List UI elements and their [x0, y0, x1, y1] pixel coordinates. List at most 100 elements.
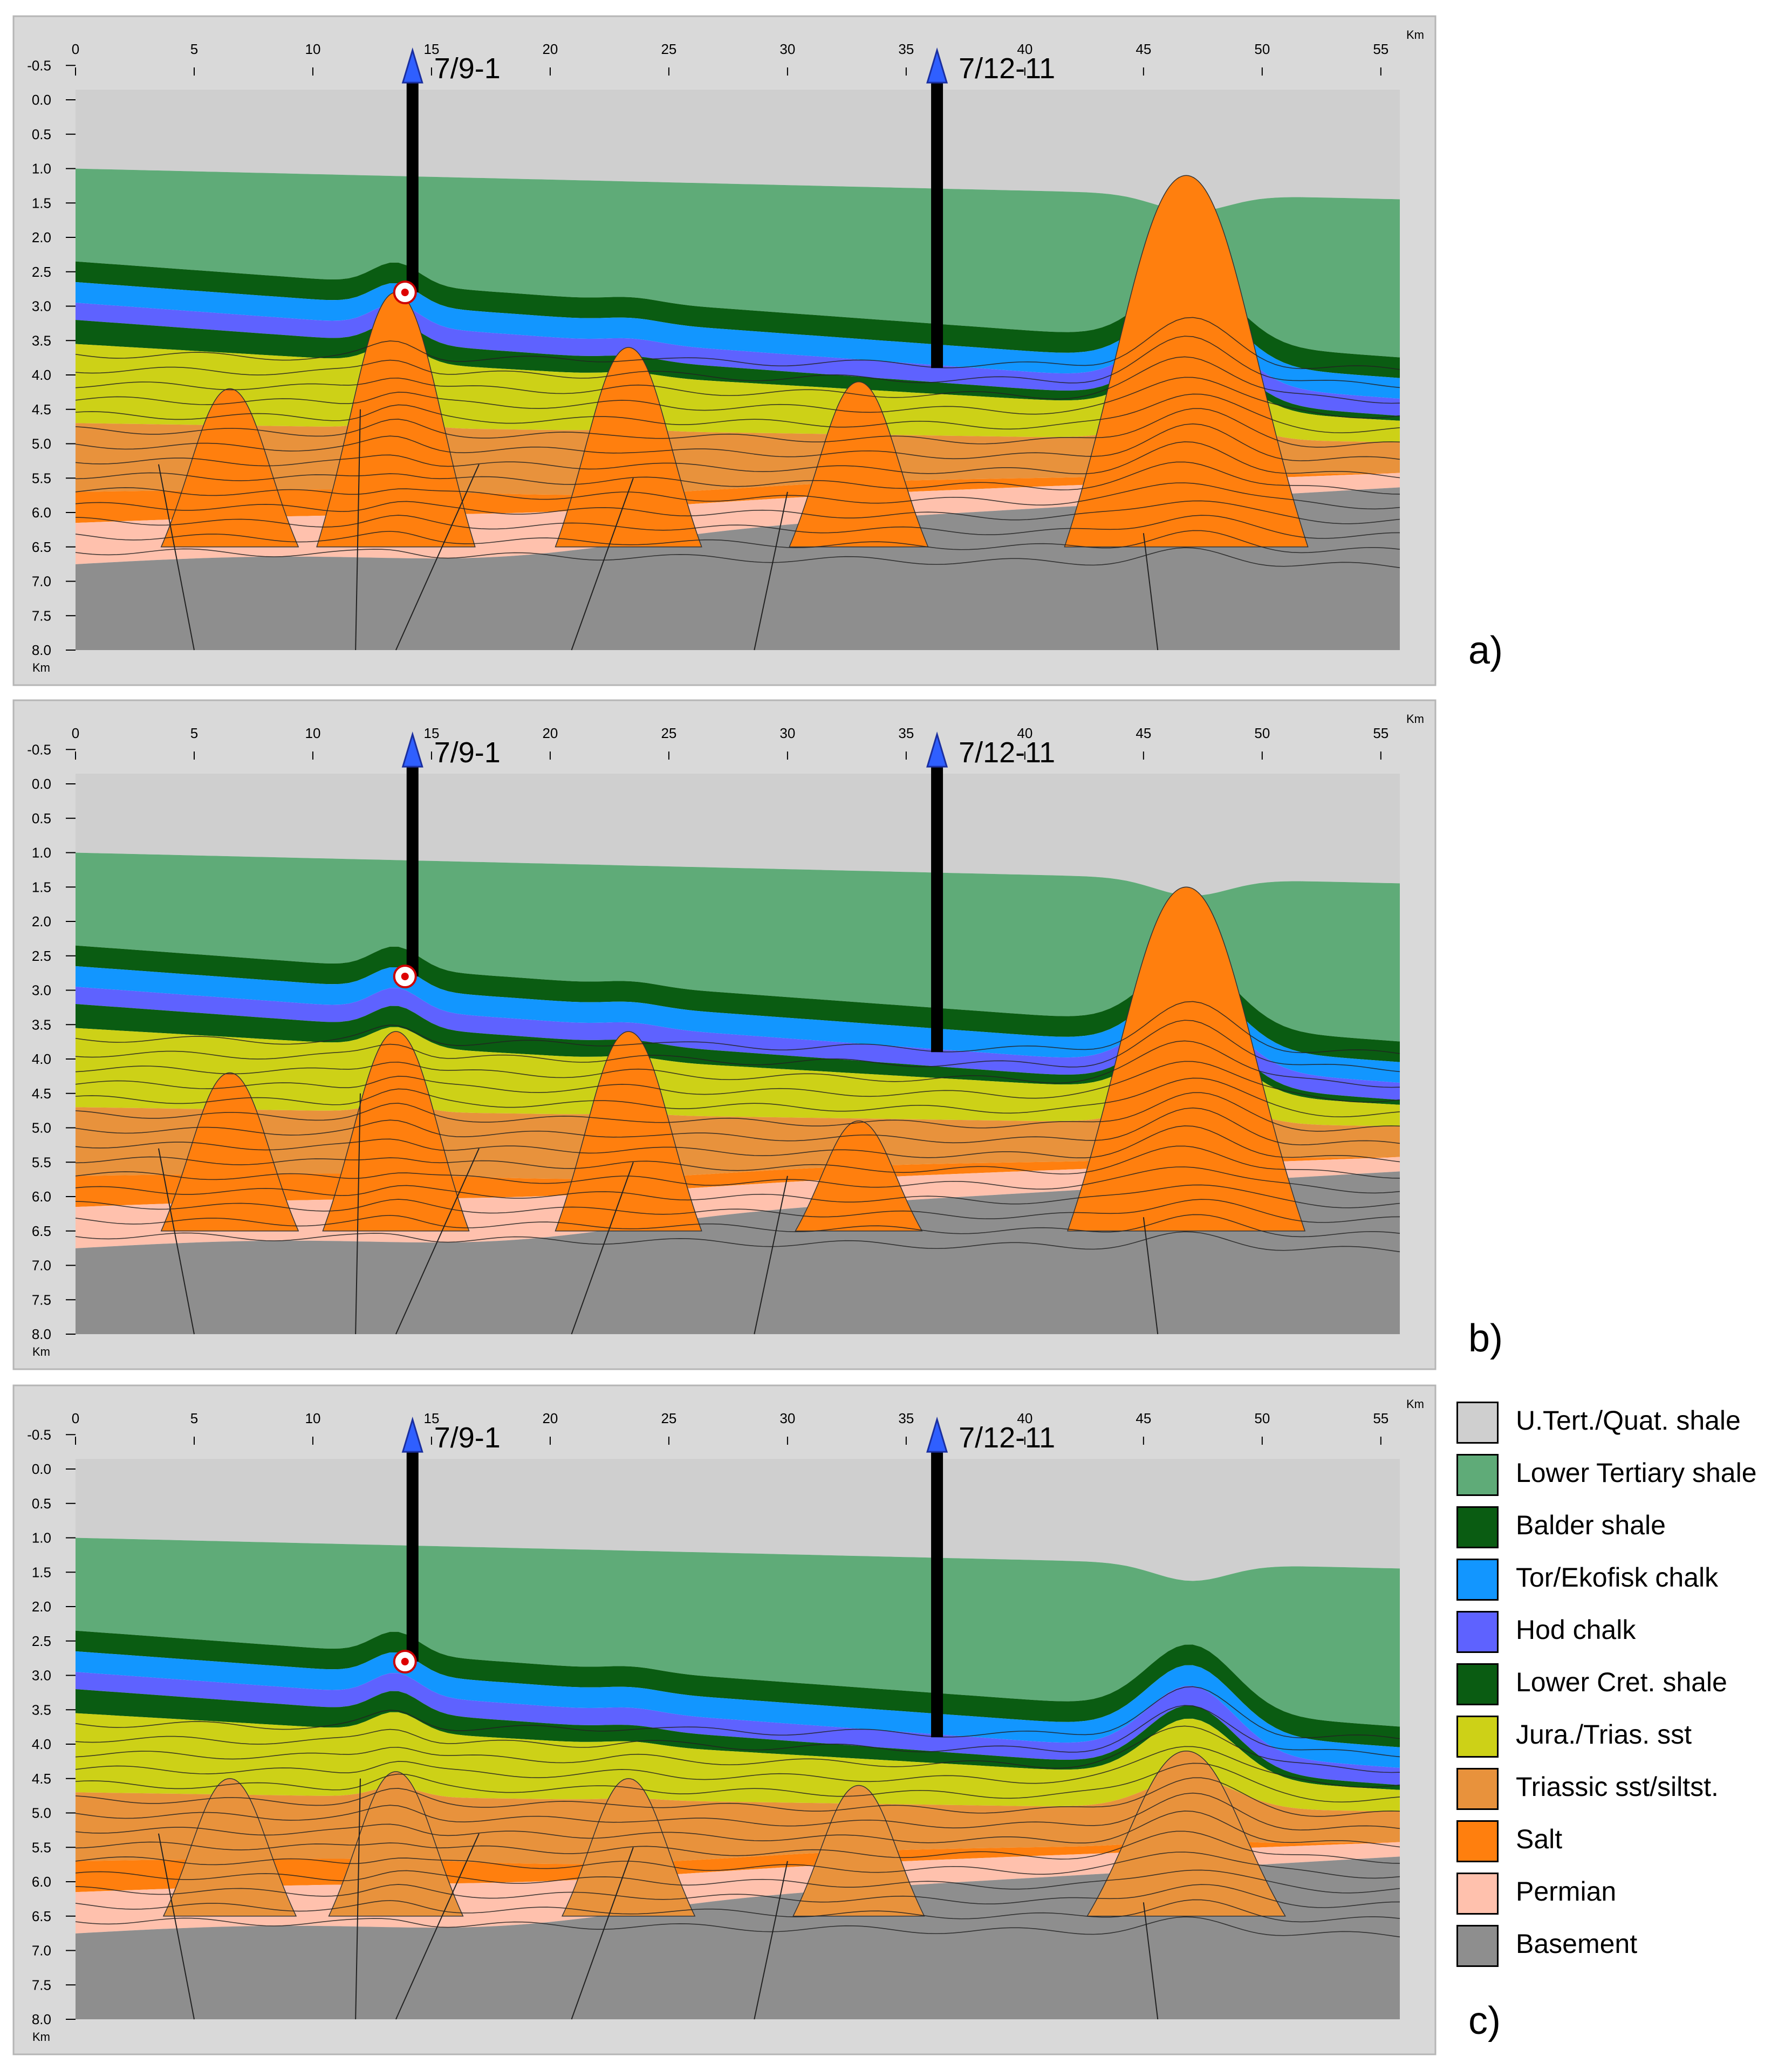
horizon-line — [75, 356, 1400, 404]
fault-line — [355, 1778, 361, 2020]
horizon-line — [75, 461, 1400, 495]
x-tick-label: 10 — [305, 1410, 321, 1426]
x-tick-label: 45 — [1136, 725, 1151, 741]
fault-line — [571, 1847, 634, 2020]
horizon-line — [75, 1869, 1400, 1894]
horizon-line — [75, 1107, 1400, 1145]
y-tick-label: 4.5 — [32, 1085, 51, 1102]
legend-label: Permian — [1516, 1876, 1617, 1907]
fault-line — [395, 464, 480, 651]
x-tick-label: 5 — [190, 725, 198, 741]
horizon-line — [75, 1077, 1400, 1118]
horizon-line — [75, 530, 1400, 554]
well-label: 7/9-1 — [434, 736, 501, 769]
fault-line — [158, 1833, 195, 2020]
panel-label-c: c) — [1468, 1999, 1501, 2042]
fault-line — [571, 477, 634, 651]
legend-swatch — [1456, 1768, 1499, 1810]
salt-diapir — [1064, 175, 1309, 548]
y-tick-label: -0.5 — [27, 57, 51, 73]
layer-basement — [76, 487, 1400, 650]
x-tick-label: 0 — [72, 725, 79, 741]
legend-item: Lower Cret. shale — [1456, 1659, 1792, 1711]
well-bore — [931, 83, 943, 368]
fault-line — [1143, 1902, 1159, 2020]
legend-item: Permian — [1456, 1868, 1792, 1921]
legend-swatch — [1456, 1402, 1499, 1444]
layer-hod — [76, 1672, 1400, 1785]
derrick-icon — [926, 47, 948, 84]
y-tick-label: 3.5 — [32, 332, 51, 349]
diapir-remnant — [1086, 1750, 1286, 1917]
y-tick-label: 0.0 — [32, 776, 51, 792]
y-tick-label: 5.5 — [32, 1839, 51, 1855]
legend-label: Jura./Trias. sst — [1516, 1719, 1692, 1750]
x-tick-label: 55 — [1373, 725, 1389, 741]
x-tick-label: 10 — [305, 725, 321, 741]
y-tick-label: 0.5 — [32, 126, 51, 142]
y-tick-label: 5.0 — [32, 1805, 51, 1821]
x-tick-label: 40 — [1017, 41, 1032, 57]
discovery-marker-dot — [401, 1658, 409, 1665]
horizon-line — [75, 1762, 1400, 1803]
layer-tor-ekofisk — [76, 282, 1400, 399]
legend-item: Hod chalk — [1456, 1607, 1792, 1659]
y-tick-label: 8.0 — [32, 642, 51, 658]
y-tick-label: 7.0 — [32, 573, 51, 590]
horizon-line — [75, 1746, 1400, 1788]
cross-section-panel: 0 5 10 15 20 25 30 35 40 45 50 55 Km -0.5 0.0 0.5 1.0 1.5… — [12, 1384, 1437, 2055]
y-tick-label: 8.0 — [32, 1326, 51, 1342]
salt-diapir — [555, 347, 702, 548]
horizon-line — [75, 1061, 1400, 1103]
y-tick-label: 2.5 — [32, 264, 51, 280]
legend-swatch — [1456, 1559, 1499, 1601]
horizon-line — [75, 1884, 1400, 1908]
well-bore — [406, 1452, 419, 1662]
horizon-line — [75, 1725, 1400, 1773]
legend-item: Balder shale — [1456, 1502, 1792, 1554]
y-unit-label: Km — [32, 2030, 50, 2044]
x-tick-label: 10 — [305, 41, 321, 57]
legend-swatch — [1456, 1663, 1499, 1705]
y-tick-label: 7.5 — [32, 1292, 51, 1308]
layer-basement — [76, 1856, 1400, 2019]
y-tick-label: 1.5 — [32, 879, 51, 895]
horizon-line — [75, 482, 1400, 510]
y-tick-label: 8.0 — [32, 2011, 51, 2027]
horizon-line — [75, 1830, 1400, 1864]
x-tick-label: 25 — [661, 725, 676, 741]
well-label: 7/12-11 — [959, 1422, 1055, 1454]
x-tick-label: 55 — [1373, 1410, 1389, 1426]
x-tick-label: 15 — [423, 41, 439, 57]
x-tick-label: 20 — [542, 725, 558, 741]
legend-label: Hod chalk — [1516, 1615, 1636, 1645]
x-tick-label: 0 — [72, 1410, 79, 1426]
x-tick-label: 50 — [1254, 41, 1270, 57]
layer-tor-ekofisk — [76, 1651, 1400, 1768]
horizon-line — [75, 336, 1400, 388]
x-unit-label: Km — [1406, 28, 1424, 42]
horizon-line — [75, 1686, 1400, 1739]
horizon-line — [75, 515, 1400, 539]
fault-line — [355, 409, 361, 651]
derrick-icon — [401, 47, 423, 84]
horizon-line — [75, 1199, 1400, 1223]
x-tick-label: 20 — [542, 1410, 558, 1426]
y-tick-label: 4.0 — [32, 1736, 51, 1752]
y-tick-label: 6.0 — [32, 504, 51, 521]
fault-line — [1143, 533, 1159, 651]
legend-label: Tor/Ekofisk chalk — [1516, 1562, 1719, 1593]
x-tick-label: 50 — [1254, 1410, 1270, 1426]
y-tick-label: 5.0 — [32, 436, 51, 452]
x-tick-label: 30 — [779, 1410, 795, 1426]
well-label: 7/12-11 — [959, 52, 1055, 85]
horizon-line — [75, 377, 1400, 419]
horizon-line — [75, 423, 1400, 461]
y-tick-label: 2.5 — [32, 948, 51, 964]
legend-item: Tor/Ekofisk chalk — [1456, 1554, 1792, 1607]
y-tick-label: 3.0 — [32, 982, 51, 999]
horizon-line — [75, 547, 1400, 569]
derrick-icon — [401, 1416, 423, 1453]
y-tick-label: 0.0 — [32, 92, 51, 108]
x-tick-label: 30 — [779, 725, 795, 741]
